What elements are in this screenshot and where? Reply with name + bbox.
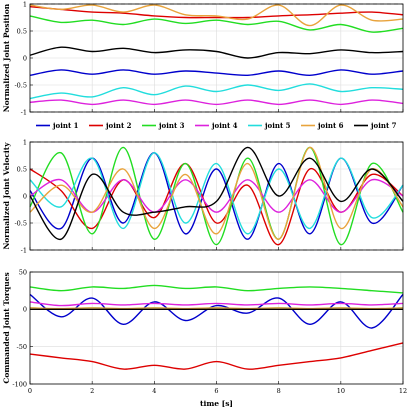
series-line-joint-6 xyxy=(29,146,404,240)
y-axis-label: Normalized Joint Velocity xyxy=(2,142,11,250)
legend-label: joint 6 xyxy=(317,121,344,130)
x-tick-label: 10 xyxy=(337,387,345,395)
y-tick-label: 0 xyxy=(23,192,27,200)
series-line-joint-3 xyxy=(29,15,404,33)
legend-label: joint 2 xyxy=(105,121,132,130)
series-line-joint-2 xyxy=(29,6,404,19)
x-axis-label: time [s] xyxy=(200,399,233,408)
panel-1: -1 -0.5 0 0.5 1 Normalized Joint Position xyxy=(2,0,404,116)
y-tick-label: 1 xyxy=(23,0,27,8)
y-tick-label: 50 xyxy=(19,268,27,276)
legend-label: joint 5 xyxy=(264,121,291,130)
series-line-joint-6 xyxy=(29,4,404,27)
y-tick-label: 0.5 xyxy=(17,165,27,173)
x-tick-label: 12 xyxy=(399,387,407,395)
legend-label: joint 1 xyxy=(52,121,79,130)
series-line-joint-4 xyxy=(29,301,404,307)
series-line-joint-6 xyxy=(29,307,404,310)
panel-3: -100 -50 0 50 0 2 4 6 8 10 12 Commanded Joint Torqu… xyxy=(2,268,407,408)
y-tick-label: 0.5 xyxy=(17,27,27,35)
series-line-joint-3 xyxy=(29,146,404,246)
y-tick-label: -1 xyxy=(21,108,27,116)
y-tick-label: 0 xyxy=(23,306,27,314)
series-line-joint-7 xyxy=(29,46,404,59)
y-tick-label: -1 xyxy=(21,246,27,254)
series-line-joint-7 xyxy=(29,146,404,240)
legend-label: joint 4 xyxy=(211,121,238,130)
panel-2: -1 -0.5 0 0.5 1 Normalized Joint Velocity xyxy=(2,138,404,254)
y-tick-label: -0.5 xyxy=(14,219,27,227)
x-tick-label: 2 xyxy=(90,387,94,395)
y-tick-label: -50 xyxy=(17,343,27,351)
series-line-joint-1 xyxy=(29,69,404,77)
series-line-joint-4 xyxy=(29,99,404,106)
y-tick-label: -0.5 xyxy=(14,81,27,89)
x-tick-label: 4 xyxy=(152,387,156,395)
y-tick-label: 1 xyxy=(23,138,27,146)
x-tick-label: 6 xyxy=(214,387,218,395)
legend-label: joint 3 xyxy=(158,121,185,130)
y-axis-label: Commanded Joint Torques xyxy=(2,272,11,383)
legend: joint 1 joint 2 joint 3 joint 4 joint 5 joint… xyxy=(36,121,397,130)
series-line-joint-5 xyxy=(29,83,404,100)
y-tick-label: -100 xyxy=(12,380,27,388)
x-tick-label: 8 xyxy=(277,387,281,395)
legend-label: joint 7 xyxy=(370,121,397,130)
y-tick-label: 0 xyxy=(23,54,27,62)
series-line-joint-1 xyxy=(29,293,404,329)
y-axis-label: Normalized Joint Position xyxy=(2,3,11,112)
series-line-joint-3 xyxy=(29,284,404,294)
x-tick-label: 0 xyxy=(28,387,32,395)
series-line-joint-5 xyxy=(29,152,404,235)
series-line-joint-2 xyxy=(29,342,404,370)
